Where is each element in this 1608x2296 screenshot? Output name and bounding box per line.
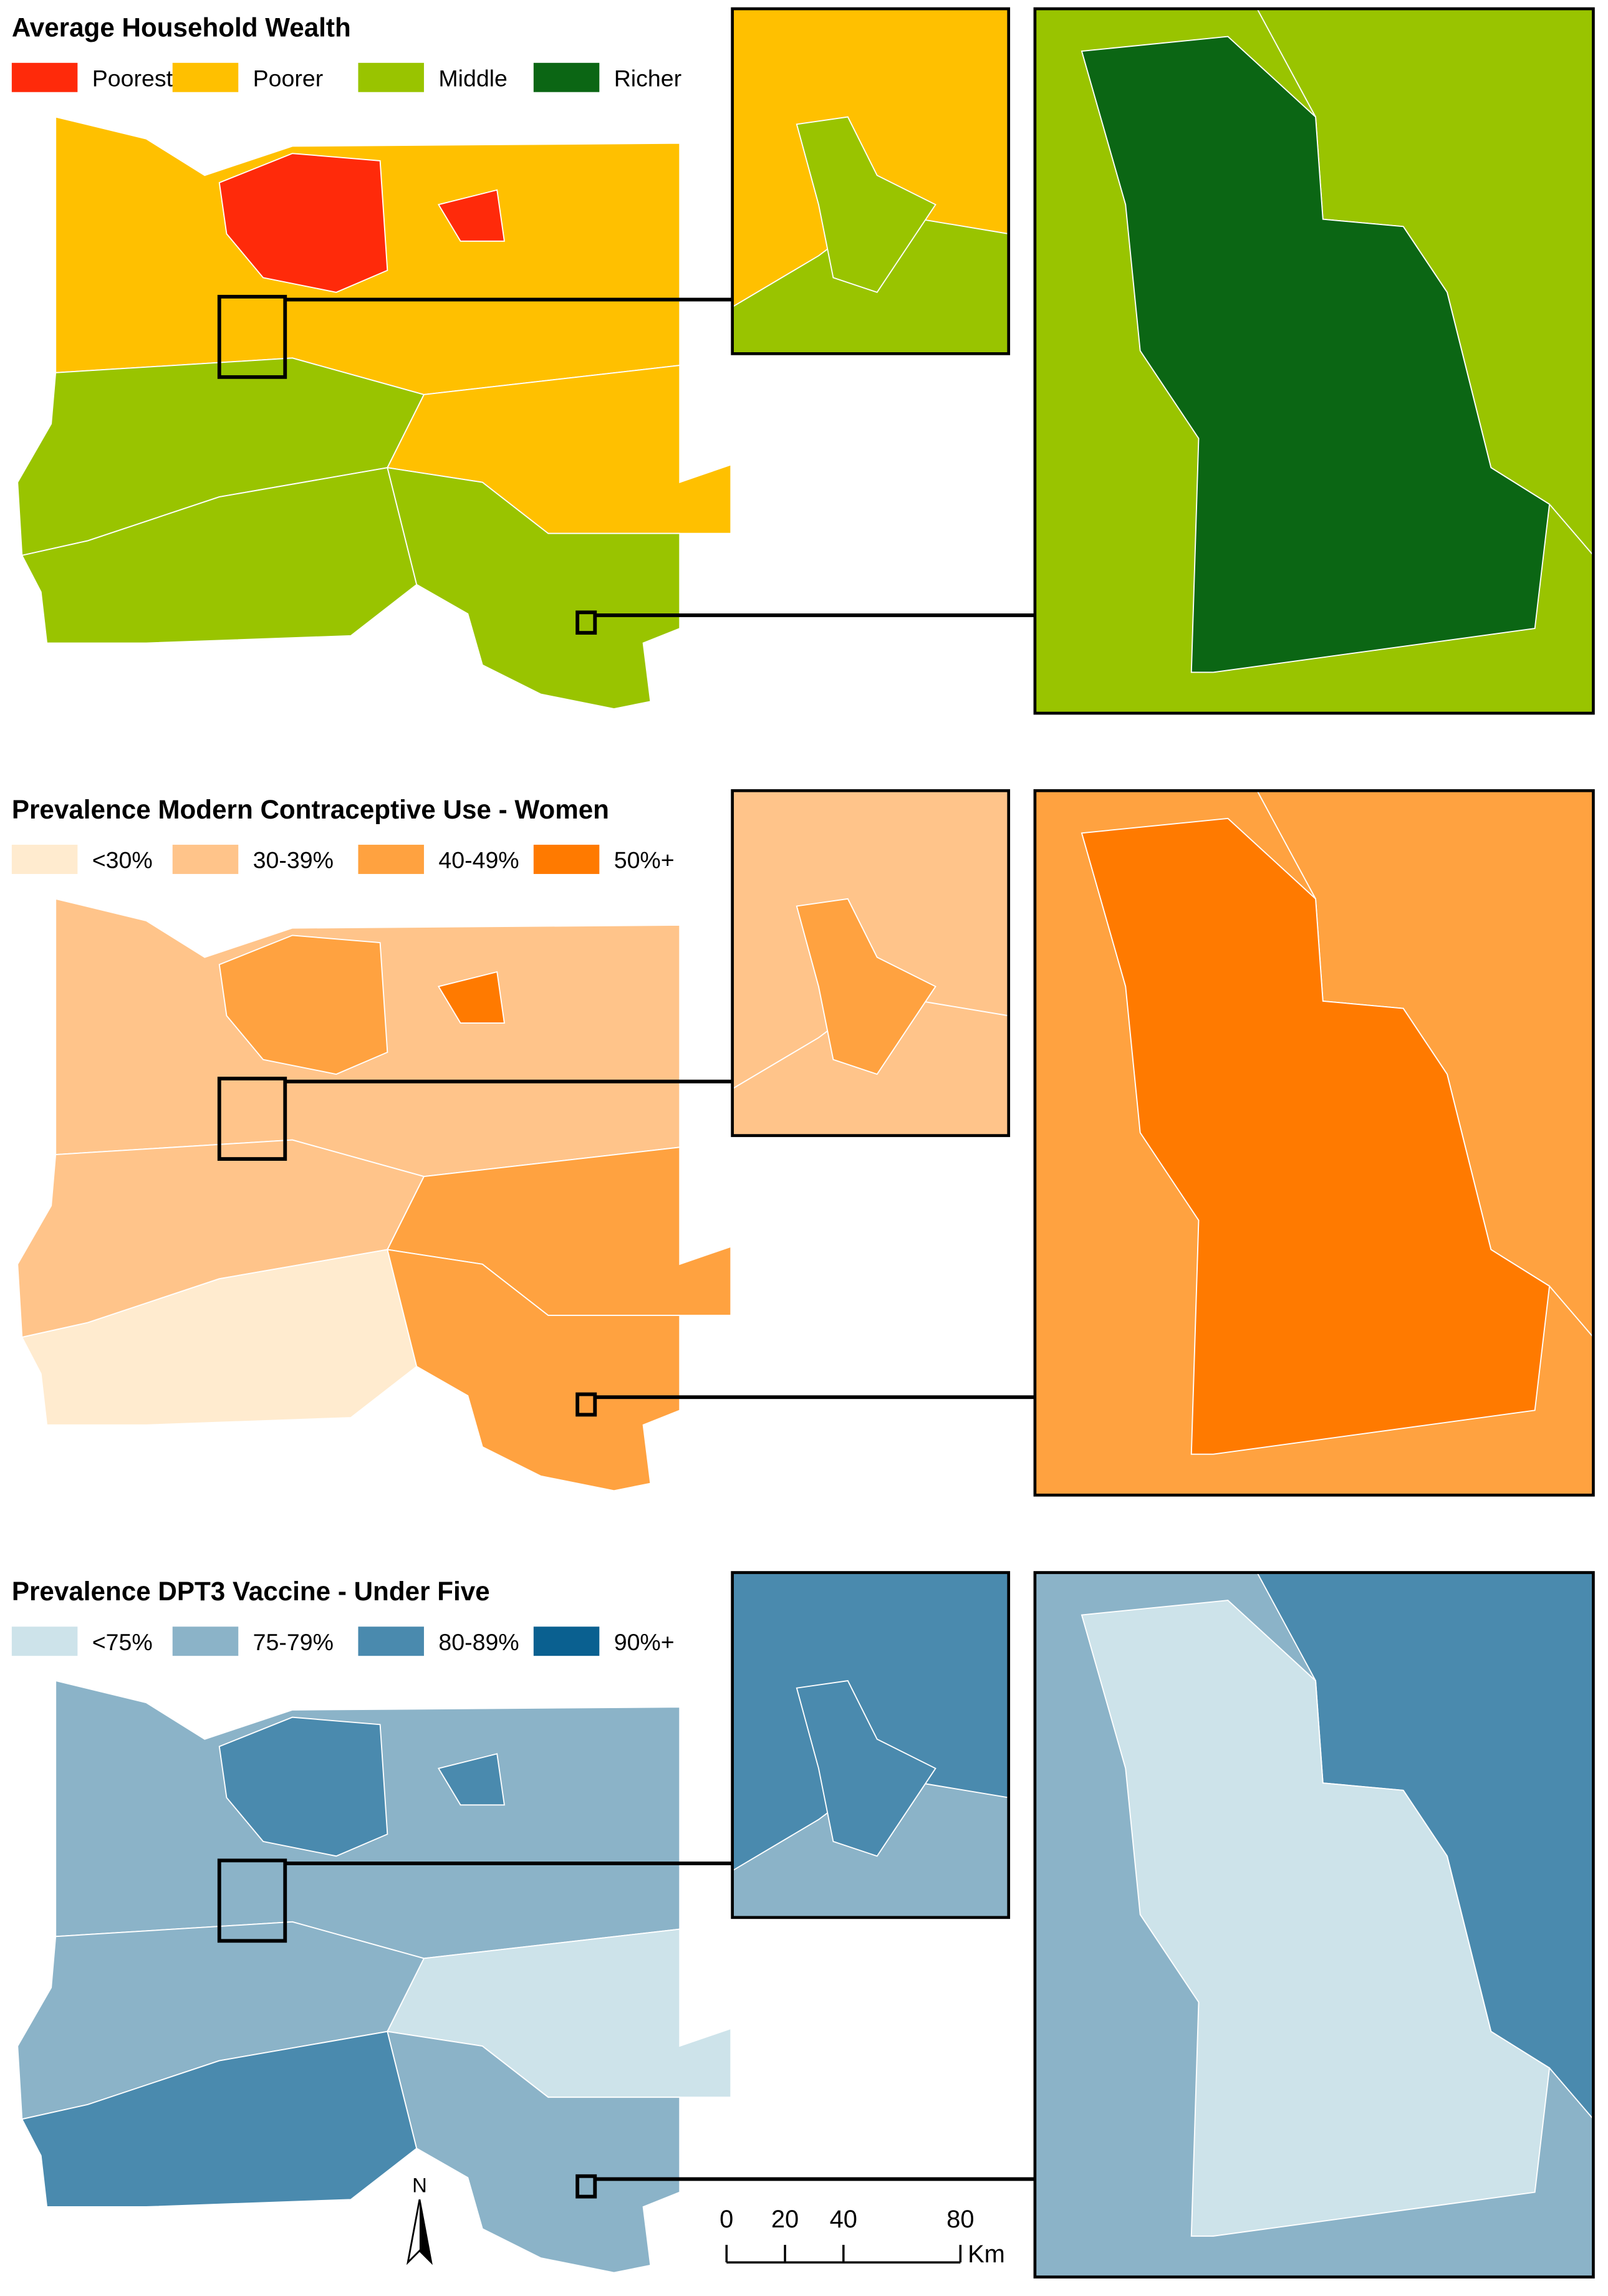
inset-region <box>1081 1600 1551 2237</box>
map-region <box>218 153 388 293</box>
scale-unit: Km <box>968 2241 1005 2268</box>
legend-label: 30-39% <box>253 847 334 873</box>
legend-label: Poorest <box>92 65 173 91</box>
scale-label: 80 <box>946 2206 974 2233</box>
legend-swatch <box>533 1626 600 1656</box>
inset-frame <box>1033 7 1595 715</box>
legend-label: 90%+ <box>614 1629 675 1655</box>
legend-label: <75% <box>92 1629 153 1655</box>
scale-label: 0 <box>720 2206 733 2233</box>
inset-frame <box>1033 789 1595 1497</box>
map-region <box>387 2030 681 2274</box>
locator-box <box>575 1392 597 1417</box>
legend-label: Richer <box>614 65 681 91</box>
map-region <box>218 1716 388 1857</box>
inset-frame <box>731 7 1011 355</box>
panel-title: Prevalence DPT3 Vaccine - Under Five <box>12 1577 490 1606</box>
map-panel: Prevalence Modern Contraceptive Use - Wo… <box>11 789 1595 1497</box>
panel-title: Average Household Wealth <box>12 13 351 42</box>
inset-region <box>1081 36 1551 673</box>
legend-swatch <box>533 845 600 874</box>
locator-box <box>217 1858 287 1943</box>
map-panel: Average Household Wealth Poorest Poorer Mid… <box>11 7 1595 715</box>
legend-label: Poorer <box>253 65 324 91</box>
legend-label: 50%+ <box>614 847 675 873</box>
legend-swatch <box>11 1626 78 1656</box>
legend-label: <30% <box>92 847 153 873</box>
legend-label: 75-79% <box>253 1629 334 1655</box>
legend-swatch <box>172 845 239 874</box>
panel-title: Prevalence Modern Contraceptive Use - Wo… <box>12 795 609 824</box>
legend-label: 80-89% <box>438 1629 519 1655</box>
north-label: N <box>412 2174 427 2197</box>
inset-frame <box>1033 1571 1595 2279</box>
inset-region <box>796 116 936 293</box>
locator-box <box>217 1077 287 1161</box>
legend-label: Middle <box>438 65 507 91</box>
map-region <box>21 467 418 644</box>
scale-label: 20 <box>771 2206 799 2233</box>
legend-swatch <box>358 62 424 92</box>
map-region <box>21 1249 418 1426</box>
map-panel: Prevalence DPT3 Vaccine - Under Five <75%… <box>11 1571 1595 2279</box>
inset-region <box>1081 817 1551 1455</box>
inset-region <box>796 898 936 1075</box>
legend-swatch <box>11 845 78 874</box>
inset-region <box>796 1679 936 1857</box>
legend-swatch <box>533 62 600 92</box>
locator-box <box>575 2174 597 2199</box>
legend-swatch <box>358 1626 424 1656</box>
locator-box <box>217 294 287 379</box>
inset-frame <box>731 789 1011 1137</box>
map-region <box>437 971 505 1024</box>
map-region <box>21 2030 418 2207</box>
locator-box <box>575 610 597 635</box>
inset-frame <box>731 1571 1011 1919</box>
map-region <box>387 1249 681 1492</box>
legend-swatch <box>172 62 239 92</box>
map-region <box>437 189 505 242</box>
scale-label: 40 <box>830 2206 857 2233</box>
legend-swatch <box>358 845 424 874</box>
legend-swatch <box>11 62 78 92</box>
legend-swatch <box>172 1626 239 1656</box>
legend-label: 40-49% <box>438 847 519 873</box>
map-region <box>437 1753 505 1806</box>
map-region <box>387 467 681 709</box>
map-region <box>218 934 388 1075</box>
